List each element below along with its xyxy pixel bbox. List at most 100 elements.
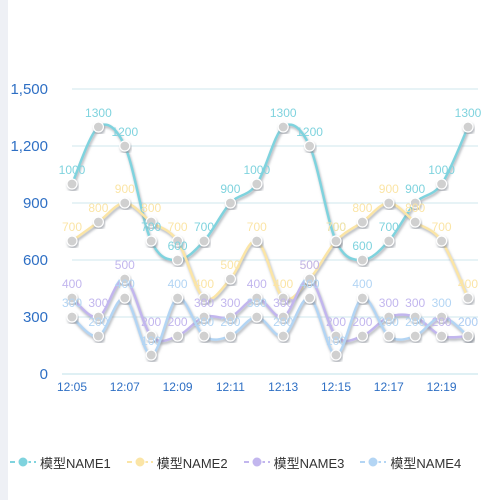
y-tick-label: 0: [40, 366, 48, 383]
data-label: 800: [352, 201, 372, 215]
data-point[interactable]: [409, 311, 421, 323]
data-point[interactable]: [172, 292, 184, 304]
x-tick-label: 12:05: [57, 380, 87, 394]
data-point[interactable]: [304, 273, 316, 285]
data-label: 200: [194, 315, 214, 329]
data-point[interactable]: [462, 121, 474, 133]
data-point[interactable]: [251, 235, 263, 247]
data-point[interactable]: [277, 121, 289, 133]
data-point[interactable]: [224, 273, 236, 285]
x-tick-label: 12:13: [268, 380, 298, 394]
data-point[interactable]: [145, 216, 157, 228]
data-point[interactable]: [436, 311, 448, 323]
data-point[interactable]: [462, 330, 474, 342]
data-point[interactable]: [145, 235, 157, 247]
data-point[interactable]: [172, 235, 184, 247]
data-point[interactable]: [172, 254, 184, 266]
data-point[interactable]: [330, 235, 342, 247]
data-point[interactable]: [409, 197, 421, 209]
data-label: 600: [168, 239, 188, 253]
legend-label: 模型NAME4: [390, 455, 462, 471]
data-point[interactable]: [277, 292, 289, 304]
data-point[interactable]: [356, 254, 368, 266]
data-label: 300: [247, 296, 267, 310]
data-point[interactable]: [119, 197, 131, 209]
data-point[interactable]: [251, 178, 263, 190]
y-tick-label: 600: [23, 252, 48, 269]
data-point[interactable]: [224, 197, 236, 209]
data-point[interactable]: [92, 121, 105, 133]
data-point[interactable]: [224, 311, 236, 323]
legend-marker-icon: [10, 456, 36, 468]
data-point[interactable]: [198, 235, 210, 247]
data-point[interactable]: [119, 292, 131, 304]
data-point[interactable]: [145, 349, 157, 361]
data-point[interactable]: [409, 330, 421, 342]
data-point[interactable]: [383, 311, 395, 323]
data-point[interactable]: [92, 330, 105, 342]
data-label: 100: [326, 334, 346, 348]
data-point[interactable]: [356, 216, 368, 228]
data-point[interactable]: [330, 330, 342, 342]
x-tick-label: 12:19: [427, 380, 457, 394]
data-label: 1300: [455, 106, 482, 120]
data-point[interactable]: [119, 273, 131, 285]
data-point[interactable]: [277, 311, 289, 323]
data-label: 400: [62, 277, 82, 291]
series-line: [71, 277, 469, 343]
data-point[interactable]: [251, 292, 263, 304]
data-point[interactable]: [462, 292, 474, 304]
data-point[interactable]: [330, 349, 342, 361]
legend-item[interactable]: 模型NAME1: [10, 453, 111, 472]
data-point[interactable]: [436, 178, 448, 190]
data-point[interactable]: [383, 330, 395, 342]
data-label: 300: [220, 296, 240, 310]
data-point[interactable]: [145, 330, 157, 342]
data-label: 700: [379, 220, 399, 234]
data-label: 300: [194, 296, 214, 310]
data-point[interactable]: [383, 197, 395, 209]
data-point[interactable]: [66, 292, 78, 304]
data-label: 200: [220, 315, 240, 329]
data-point[interactable]: [251, 311, 263, 323]
data-point[interactable]: [304, 140, 316, 152]
data-point[interactable]: [198, 330, 210, 342]
legend: 模型NAME1 模型NAME2 模型NAME3 模型NAME4: [10, 452, 500, 472]
series-line: [71, 296, 469, 357]
data-label: 600: [352, 239, 372, 253]
data-label: 700: [141, 220, 161, 234]
data-point[interactable]: [92, 216, 105, 228]
data-point[interactable]: [409, 216, 421, 228]
data-point[interactable]: [198, 292, 210, 304]
data-point[interactable]: [356, 292, 368, 304]
data-point[interactable]: [66, 311, 78, 323]
data-point[interactable]: [277, 330, 289, 342]
data-label: 900: [405, 182, 425, 196]
line-chart: 0 300 600 900 1,200 1,500 12:05 12:07 12:09 12:11…: [10, 81, 482, 394]
data-label: 200: [458, 315, 478, 329]
data-label: 900: [115, 182, 135, 196]
data-point[interactable]: [172, 330, 184, 342]
data-point[interactable]: [198, 311, 210, 323]
data-point[interactable]: [66, 178, 78, 190]
legend-item[interactable]: 模型NAME4: [360, 453, 461, 472]
data-label: 200: [273, 315, 293, 329]
legend-marker-icon: [360, 456, 387, 468]
series-3: [66, 273, 474, 343]
data-point[interactable]: [92, 311, 105, 323]
data-label: 200: [88, 315, 108, 329]
data-point[interactable]: [224, 330, 236, 342]
data-point[interactable]: [436, 330, 448, 342]
data-point[interactable]: [383, 235, 395, 247]
data-point[interactable]: [119, 140, 131, 152]
data-point[interactable]: [66, 235, 78, 247]
data-point[interactable]: [436, 235, 448, 247]
data-point[interactable]: [356, 330, 368, 342]
legend-item[interactable]: 模型NAME2: [126, 453, 228, 472]
legend-item[interactable]: 模型NAME3: [243, 453, 344, 472]
x-tick-label: 12:11: [216, 380, 245, 394]
series-group: [66, 121, 474, 361]
data-point[interactable]: [304, 292, 316, 304]
legend-marker-icon: [243, 456, 270, 468]
